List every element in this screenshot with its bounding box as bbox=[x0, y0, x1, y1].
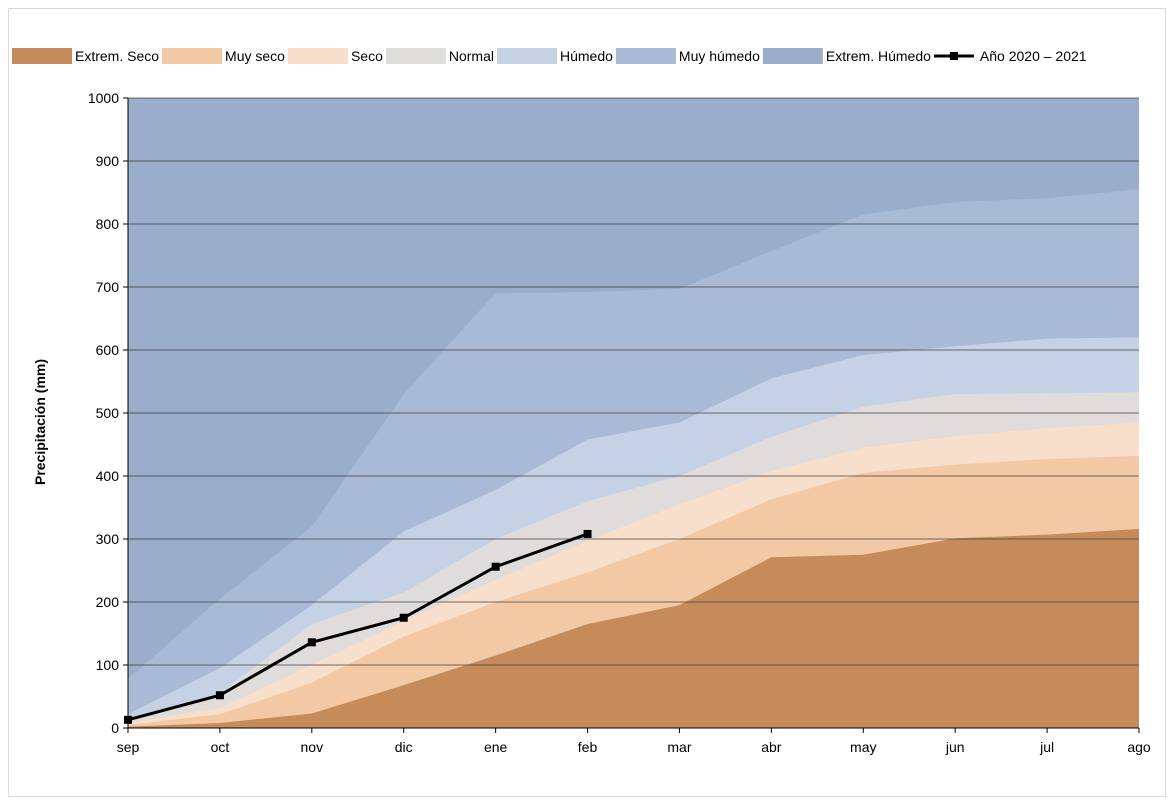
legend-marker-ano-2020-2021 bbox=[949, 52, 958, 60]
y-tick-label: 700 bbox=[96, 279, 120, 295]
legend-label-muy-seco: Muy seco bbox=[225, 48, 285, 64]
y-tick-label: 400 bbox=[96, 468, 120, 484]
x-tick-label: feb bbox=[578, 739, 598, 755]
y-tick-label: 900 bbox=[96, 153, 120, 169]
y-tick-label: 100 bbox=[96, 657, 120, 673]
y-tick-label: 0 bbox=[111, 720, 119, 736]
y-tick-label: 200 bbox=[96, 594, 120, 610]
x-tick-label: sep bbox=[117, 739, 140, 755]
y-axis-label: Precipitación (mm) bbox=[32, 359, 48, 485]
x-tick-label: ene bbox=[484, 739, 508, 755]
series-point bbox=[307, 638, 316, 647]
series-point bbox=[583, 529, 592, 538]
legend-swatch-muy-humedo bbox=[615, 48, 676, 64]
legend-swatch-seco bbox=[287, 48, 348, 64]
x-tick-label: mar bbox=[667, 739, 691, 755]
series-point bbox=[399, 613, 408, 622]
x-axis-ticks: sep oct nov dic ene feb mar abr may jun jul ago bbox=[117, 728, 1151, 755]
legend-swatch-normal bbox=[385, 48, 446, 64]
x-tick-label: abr bbox=[761, 739, 782, 755]
y-axis-ticks: 0 100 200 300 400 500 600 700 800 900 1000 bbox=[88, 90, 128, 736]
legend-label-humedo: Húmedo bbox=[560, 48, 613, 64]
series-line-ano-2020-2021 bbox=[127, 532, 589, 722]
y-tick-label: 1000 bbox=[88, 90, 119, 106]
x-tick-label: may bbox=[850, 739, 876, 755]
series-line-group bbox=[124, 529, 592, 724]
y-tick-label: 800 bbox=[96, 216, 120, 232]
x-tick-label: oct bbox=[211, 739, 230, 755]
legend-label-ano-2020-2021: Año 2020 – 2021 bbox=[980, 48, 1087, 64]
legend-label-extrem-humedo: Extrem. Húmedo bbox=[826, 48, 931, 64]
x-tick-label: jul bbox=[1039, 739, 1054, 755]
legend-label-extrem-seco: Extrem. Seco bbox=[75, 48, 159, 64]
band-extrem-seco bbox=[128, 528, 1139, 728]
legend-swatch-humedo bbox=[497, 48, 557, 64]
precipitation-chart: Extrem. Seco Muy seco Seco Normal Húmedo Muy … bbox=[12, 48, 1151, 755]
series-point bbox=[124, 715, 132, 724]
legend-swatch-extrem-seco bbox=[12, 48, 72, 64]
y-tick-label: 500 bbox=[96, 405, 120, 421]
legend-swatch-muy-seco bbox=[162, 48, 223, 64]
legend-label-normal: Normal bbox=[449, 48, 494, 64]
series-point bbox=[215, 691, 224, 700]
y-tick-label: 600 bbox=[96, 342, 120, 358]
x-tick-label: dic bbox=[395, 739, 413, 755]
y-tick-label: 300 bbox=[96, 531, 120, 547]
x-tick-label: nov bbox=[301, 739, 324, 755]
legend: Extrem. Seco Muy seco Seco Normal Húmedo Muy … bbox=[12, 48, 1087, 64]
legend-label-seco: Seco bbox=[351, 48, 383, 64]
x-tick-label: jun bbox=[945, 739, 965, 755]
legend-swatch-extrem-humedo bbox=[762, 48, 823, 64]
series-point bbox=[491, 562, 500, 571]
chart-frame: Extrem. Seco Muy seco Seco Normal Húmedo Muy … bbox=[8, 8, 1166, 797]
legend-label-muy-humedo: Muy húmedo bbox=[679, 48, 760, 64]
x-tick-label: ago bbox=[1127, 739, 1151, 755]
